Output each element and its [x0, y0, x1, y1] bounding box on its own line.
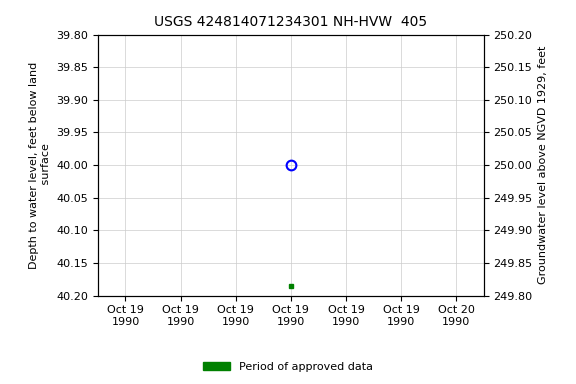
Title: USGS 424814071234301 NH-HVW  405: USGS 424814071234301 NH-HVW 405 [154, 15, 427, 29]
Y-axis label: Depth to water level, feet below land
 surface: Depth to water level, feet below land su… [29, 61, 51, 269]
Y-axis label: Groundwater level above NGVD 1929, feet: Groundwater level above NGVD 1929, feet [538, 46, 548, 284]
Legend: Period of approved data: Period of approved data [198, 358, 378, 377]
